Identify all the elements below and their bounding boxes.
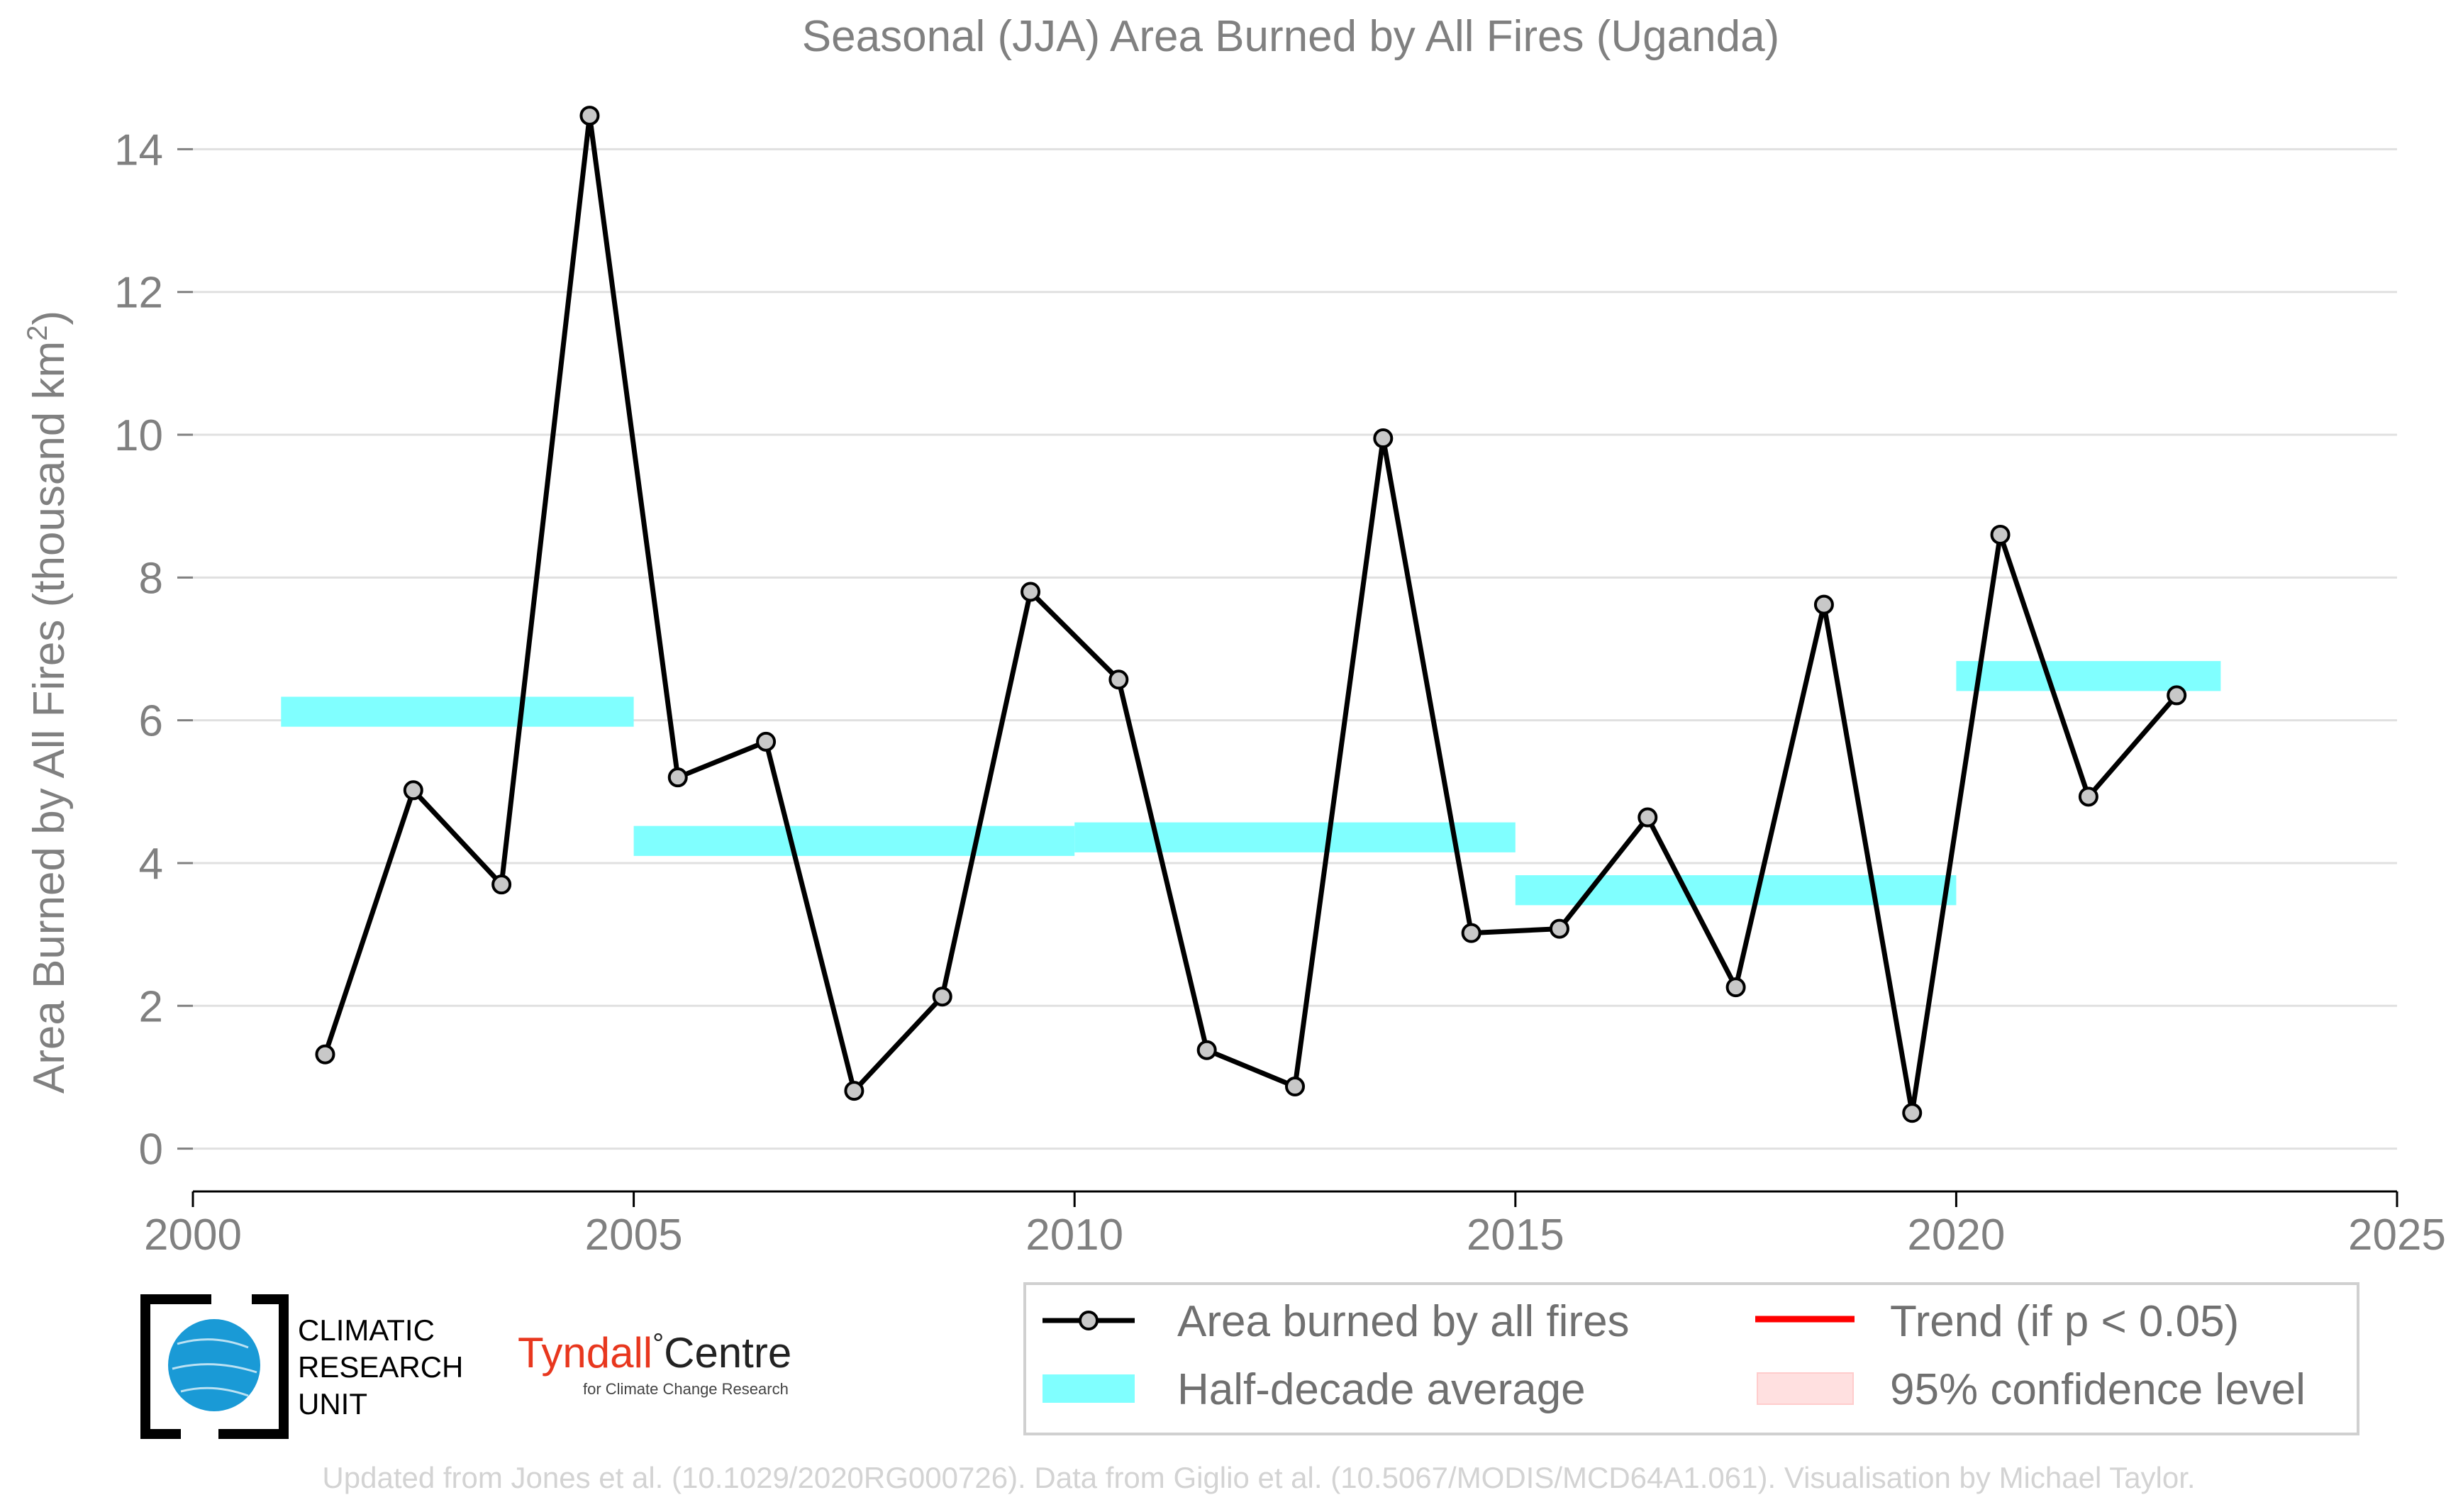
cru-logo-frame	[140, 1294, 211, 1439]
data-point-2004.5	[579, 106, 600, 126]
legend-label-trend: Trend (if p < 0.05)	[1890, 1297, 2239, 1346]
tyndall-logo-centre: Centre	[664, 1329, 791, 1377]
legend-label-confidence: 95% confidence level	[1890, 1365, 2306, 1414]
y-tick-label-8: 8	[139, 554, 163, 603]
cru-logo-frame-right	[218, 1294, 289, 1439]
y-tick-label-14: 14	[114, 126, 163, 174]
data-point-2012.5	[1285, 1077, 1305, 1097]
tyndall-logo-text: Tyndall°Centre	[518, 1328, 791, 1377]
data-point-2011.5	[1196, 1040, 1217, 1060]
data-point-2010.5	[1108, 669, 1129, 690]
footer-credits: Updated from Jones et al. (10.1029/2020R…	[322, 1461, 2195, 1494]
series-line	[323, 113, 2179, 1116]
half-decade-average-bands	[281, 661, 2221, 906]
cru-logo-text-1: CLIMATIC	[298, 1313, 435, 1347]
x-tick-label-2000: 2000	[144, 1211, 242, 1260]
half-decade-band-0	[281, 696, 634, 727]
y-tick-label-2: 2	[139, 982, 163, 1031]
chart-title: Seasonal (JJA) Area Burned by All Fires …	[802, 12, 1779, 61]
y-axis-label: Area Burned by All Fires (thousand km2)	[22, 311, 74, 1094]
y-axis-label-close: )	[25, 311, 74, 326]
legend-box	[1023, 1282, 2359, 1435]
data-point-2008.5	[932, 986, 952, 1007]
data-point-2002.5	[403, 780, 423, 801]
data-point-2022.5	[2167, 685, 2187, 706]
tyndall-logo: Tyndall°Centre for Climate Change Resear…	[518, 1328, 791, 1398]
data-point-2014.5	[1461, 923, 1481, 943]
x-axis: 2000 2005 2010 2015 2020 2025	[144, 1190, 2446, 1260]
half-decade-band-1	[633, 826, 1075, 856]
globe-lines	[172, 1338, 257, 1397]
data-point-2019.5	[1902, 1103, 1923, 1123]
data-point-2016.5	[1638, 807, 1658, 828]
data-point-2021.5	[2078, 786, 2098, 807]
legend: Area burned by all fires Trend (if p < 0…	[1023, 1282, 2359, 1435]
legend-label-half-decade: Half-decade average	[1177, 1365, 1586, 1414]
legend-marker-swatch	[1079, 1311, 1099, 1330]
y-tick-label-12: 12	[114, 269, 163, 318]
cru-logo-text-3: UNIT	[298, 1387, 367, 1421]
half-decade-band-2	[1074, 822, 1516, 852]
data-point-2015.5	[1549, 918, 1569, 939]
data-point-2003.5	[491, 874, 512, 895]
tyndall-logo-degree: °	[652, 1328, 664, 1360]
y-tick-label-4: 4	[139, 840, 163, 889]
cru-logo: CLIMATIC RESEARCH UNIT	[140, 1294, 463, 1439]
x-tick-label-2005: 2005	[585, 1211, 683, 1260]
legend-label-area-burned: Area burned by all fires	[1177, 1297, 1630, 1346]
data-point-2017.5	[1725, 977, 1746, 998]
y-axis-label-superscript: 2	[22, 326, 53, 341]
x-tick-label-2010: 2010	[1025, 1211, 1123, 1260]
data-point-2009.5	[1021, 582, 1041, 602]
data-point-2007.5	[844, 1081, 864, 1101]
y-tick-label-10: 10	[114, 411, 163, 460]
data-point-2018.5	[1813, 594, 1834, 615]
y-tick-label-0: 0	[139, 1125, 163, 1174]
data-point-2020.5	[1990, 524, 2011, 545]
gridlines	[193, 148, 2397, 1150]
data-point-2013.5	[1373, 428, 1394, 449]
cru-logo-text-2: RESEARCH	[298, 1350, 463, 1384]
data-point-2005.5	[667, 767, 688, 788]
x-tick-label-2020: 2020	[1907, 1211, 2005, 1260]
tyndall-logo-subtitle: for Climate Change Research	[583, 1380, 789, 1398]
area-burned-series	[315, 106, 2187, 1123]
data-point-2001.5	[315, 1044, 335, 1064]
y-tick-label-6: 6	[139, 697, 163, 746]
legend-band-swatch	[1043, 1374, 1135, 1403]
x-tick-label-2015: 2015	[1467, 1211, 1564, 1260]
data-point-2006.5	[756, 731, 777, 752]
x-tick-label-2025: 2025	[2348, 1211, 2446, 1260]
y-axis-ticks: 0 2 4 6 8 10 12 14	[114, 126, 193, 1174]
legend-confidence-swatch	[1757, 1372, 1854, 1405]
